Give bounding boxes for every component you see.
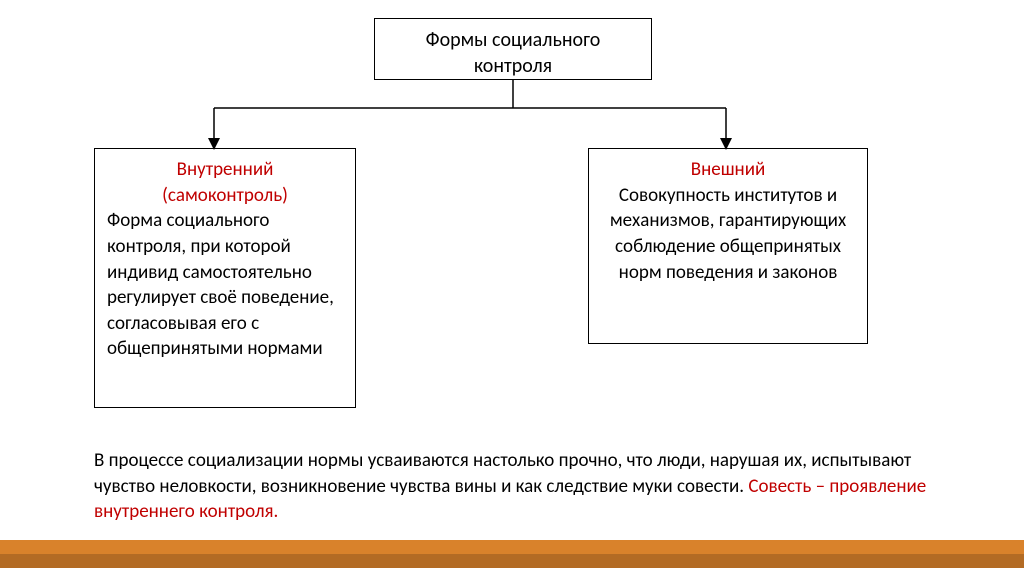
root-node: Формы социального контроля [374, 18, 652, 80]
right-heading: Внешний [601, 157, 855, 183]
left-heading2: (самоконтроль) [107, 183, 343, 209]
root-line2: контроля [474, 54, 552, 78]
root-line1: Формы социального [426, 28, 601, 52]
footer-bar-2 [0, 554, 1024, 568]
right-body: Совокупность институтов и механизмов, га… [601, 183, 855, 286]
footer-bar-1 [0, 540, 1024, 554]
summary-paragraph: В процессе социализации нормы усваиваютс… [94, 448, 934, 525]
left-heading1: Внутренний [107, 157, 343, 183]
left-node: Внутренний (самоконтроль) Форма социальн… [94, 148, 356, 408]
left-body: Форма социального контроля, при которой … [107, 208, 343, 362]
right-node: Внешний Совокупность институтов и механи… [588, 148, 868, 344]
